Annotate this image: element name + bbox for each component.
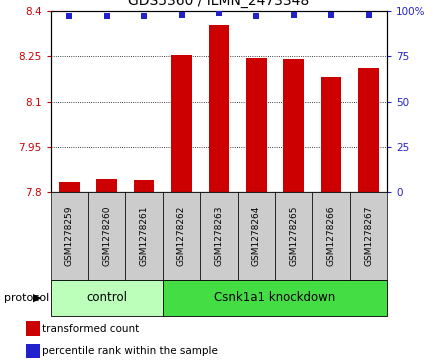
Point [327, 12, 335, 17]
Text: GSM1278265: GSM1278265 [289, 206, 298, 266]
Bar [238, 192, 275, 280]
Bar [312, 192, 350, 280]
Bar [134, 180, 154, 192]
Bar [26, 344, 40, 358]
Text: GSM1278259: GSM1278259 [65, 206, 74, 266]
Bar [246, 58, 267, 192]
Bar [96, 179, 117, 192]
Point [141, 13, 148, 19]
Bar [163, 192, 200, 280]
Text: GSM1278267: GSM1278267 [364, 206, 373, 266]
Bar [59, 182, 80, 192]
Point [290, 12, 297, 17]
Bar [358, 68, 379, 192]
Bar [163, 280, 387, 316]
Point [216, 10, 223, 16]
Bar [171, 55, 192, 192]
Title: GDS5360 / ILMN_2473348: GDS5360 / ILMN_2473348 [128, 0, 309, 8]
Text: GSM1278266: GSM1278266 [326, 206, 336, 266]
Text: Csnk1a1 knockdown: Csnk1a1 knockdown [214, 291, 336, 304]
Point [66, 13, 73, 19]
Point [365, 12, 372, 17]
Bar [88, 192, 125, 280]
Bar [209, 24, 229, 192]
Point [103, 13, 110, 19]
Bar [125, 192, 163, 280]
Bar [350, 192, 387, 280]
Text: GSM1278261: GSM1278261 [139, 206, 149, 266]
Text: protocol: protocol [4, 293, 50, 303]
Bar [321, 77, 341, 192]
Point [178, 12, 185, 17]
Text: percentile rank within the sample: percentile rank within the sample [42, 346, 218, 356]
Text: GSM1278264: GSM1278264 [252, 206, 261, 266]
Text: control: control [86, 291, 127, 304]
Text: GSM1278262: GSM1278262 [177, 206, 186, 266]
Bar [200, 192, 238, 280]
Bar [51, 280, 163, 316]
Bar [51, 192, 88, 280]
Bar [26, 322, 40, 336]
Text: transformed count: transformed count [42, 323, 139, 334]
Bar [283, 59, 304, 192]
Text: GSM1278260: GSM1278260 [102, 206, 111, 266]
Bar [275, 192, 312, 280]
Text: GSM1278263: GSM1278263 [214, 206, 224, 266]
Text: ▶: ▶ [33, 293, 42, 303]
Point [253, 13, 260, 19]
